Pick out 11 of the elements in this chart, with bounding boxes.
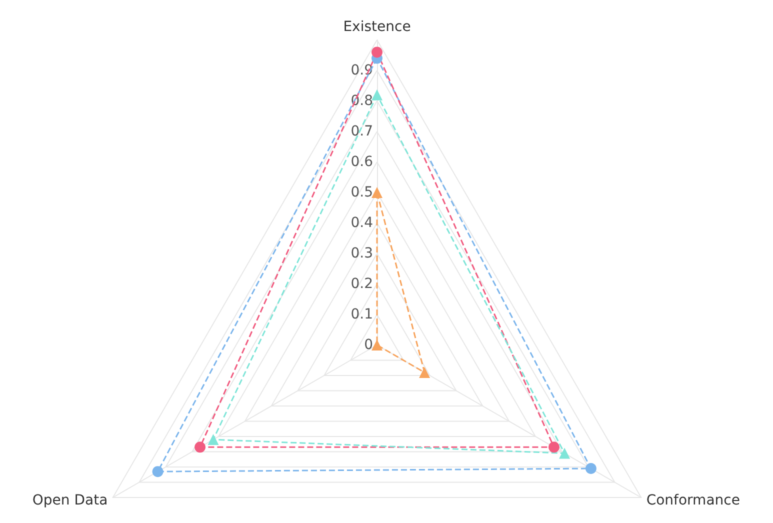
y-tick-label: 0.5 <box>350 184 373 200</box>
y-tick-label: 0.2 <box>350 276 373 292</box>
y-tick-label: 0.3 <box>350 246 373 262</box>
y-tick-label: 0.6 <box>350 154 374 170</box>
y-tick-label: 0.4 <box>350 215 374 231</box>
spoke-label: Existence <box>343 19 411 35</box>
spoke-label: Conformance <box>646 492 740 508</box>
y-tick-label: 0 <box>364 337 373 353</box>
y-tick-label: 0.1 <box>350 306 373 322</box>
y-tick-label: 0.7 <box>350 124 373 140</box>
spoke-label: Open Data <box>32 492 108 508</box>
